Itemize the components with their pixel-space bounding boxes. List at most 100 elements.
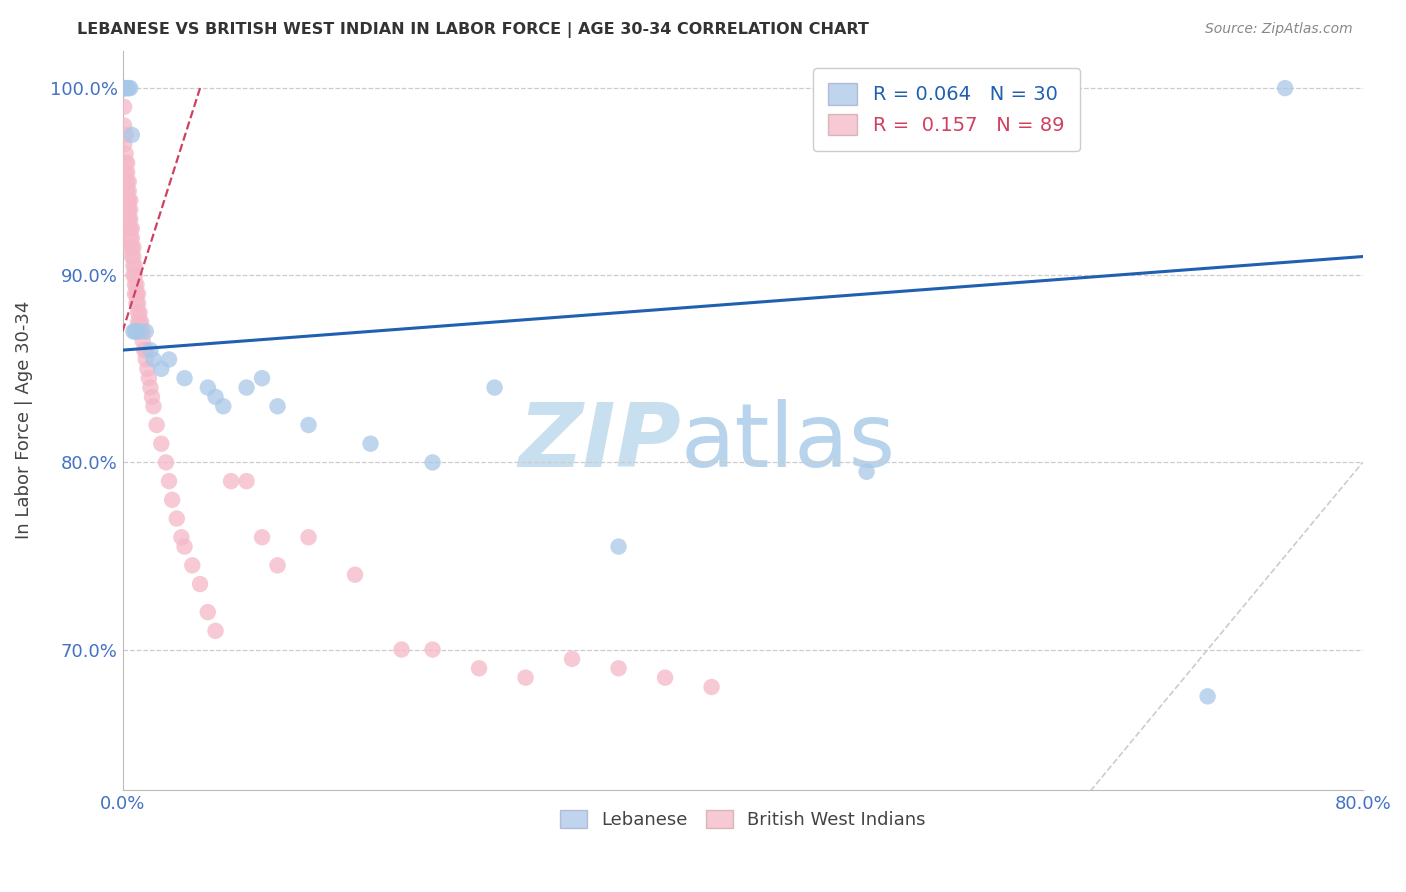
Point — [515, 671, 537, 685]
Point — [120, 81, 142, 95]
Point — [120, 231, 142, 245]
Point — [121, 250, 143, 264]
Point — [250, 371, 273, 385]
Point — [122, 240, 145, 254]
Point — [391, 642, 413, 657]
Point — [422, 455, 444, 469]
Point — [118, 212, 141, 227]
Point — [118, 184, 141, 198]
Point — [157, 474, 180, 488]
Text: LEBANESE VS BRITISH WEST INDIAN IN LABOR FORCE | AGE 30-34 CORRELATION CHART: LEBANESE VS BRITISH WEST INDIAN IN LABOR… — [77, 22, 869, 38]
Point — [129, 325, 152, 339]
Point — [112, 81, 135, 95]
Point — [115, 212, 138, 227]
Point — [204, 390, 226, 404]
Point — [120, 240, 142, 254]
Point — [121, 128, 143, 142]
Point — [128, 315, 150, 329]
Point — [855, 465, 877, 479]
Y-axis label: In Labor Force | Age 30-34: In Labor Force | Age 30-34 — [15, 301, 32, 540]
Point — [124, 259, 146, 273]
Text: ZIP: ZIP — [517, 399, 681, 486]
Point — [120, 221, 142, 235]
Point — [112, 119, 135, 133]
Point — [136, 361, 159, 376]
Point — [422, 642, 444, 657]
Point — [127, 306, 149, 320]
Point — [114, 146, 136, 161]
Point — [135, 352, 157, 367]
Point — [1197, 690, 1219, 704]
Point — [114, 128, 136, 142]
Point — [131, 334, 153, 348]
Point — [121, 231, 143, 245]
Point — [197, 605, 219, 619]
Point — [120, 202, 142, 217]
Point — [204, 624, 226, 638]
Point — [150, 436, 173, 450]
Point — [160, 492, 183, 507]
Point — [112, 100, 135, 114]
Point — [125, 277, 148, 292]
Point — [127, 315, 149, 329]
Point — [122, 259, 145, 273]
Point — [120, 212, 142, 227]
Point — [212, 399, 235, 413]
Point — [125, 296, 148, 310]
Point — [112, 81, 135, 95]
Point — [122, 325, 145, 339]
Point — [150, 361, 173, 376]
Point — [181, 558, 204, 573]
Point — [118, 81, 141, 95]
Point — [157, 352, 180, 367]
Point — [127, 325, 149, 339]
Point — [115, 184, 138, 198]
Point — [127, 287, 149, 301]
Point — [145, 417, 167, 432]
Point — [173, 540, 195, 554]
Point — [125, 287, 148, 301]
Point — [115, 194, 138, 208]
Point — [115, 165, 138, 179]
Point — [124, 325, 146, 339]
Point — [170, 530, 193, 544]
Point — [122, 268, 145, 283]
Point — [135, 325, 157, 339]
Point — [139, 343, 162, 358]
Point — [138, 371, 160, 385]
Point — [114, 81, 136, 95]
Text: atlas: atlas — [681, 399, 896, 486]
Point — [112, 81, 135, 95]
Point — [118, 194, 141, 208]
Point — [344, 567, 367, 582]
Point — [112, 81, 135, 95]
Point — [607, 540, 630, 554]
Point — [121, 221, 143, 235]
Point — [124, 268, 146, 283]
Point — [118, 202, 141, 217]
Point — [114, 165, 136, 179]
Point — [235, 474, 257, 488]
Point — [115, 175, 138, 189]
Point — [115, 202, 138, 217]
Point — [166, 511, 188, 525]
Point — [266, 558, 288, 573]
Point — [197, 380, 219, 394]
Point — [219, 474, 242, 488]
Point — [266, 399, 288, 413]
Point — [139, 380, 162, 394]
Point — [360, 436, 382, 450]
Point — [122, 250, 145, 264]
Point — [188, 577, 211, 591]
Point — [561, 652, 583, 666]
Point — [128, 306, 150, 320]
Point — [129, 315, 152, 329]
Point — [235, 380, 257, 394]
Point — [173, 371, 195, 385]
Text: Source: ZipAtlas.com: Source: ZipAtlas.com — [1205, 22, 1353, 37]
Point — [607, 661, 630, 675]
Point — [700, 680, 723, 694]
Point — [1274, 81, 1296, 95]
Point — [118, 175, 141, 189]
Point — [124, 277, 146, 292]
